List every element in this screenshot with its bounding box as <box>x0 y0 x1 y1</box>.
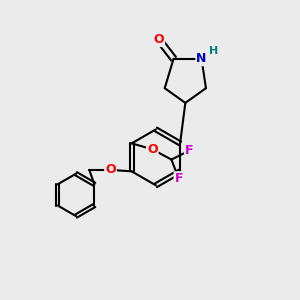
Text: F: F <box>175 172 183 185</box>
Text: N: N <box>196 52 207 65</box>
Text: H: H <box>209 46 218 56</box>
Text: O: O <box>154 33 164 46</box>
Text: O: O <box>105 164 116 176</box>
Text: O: O <box>147 143 158 156</box>
Text: F: F <box>185 144 193 157</box>
